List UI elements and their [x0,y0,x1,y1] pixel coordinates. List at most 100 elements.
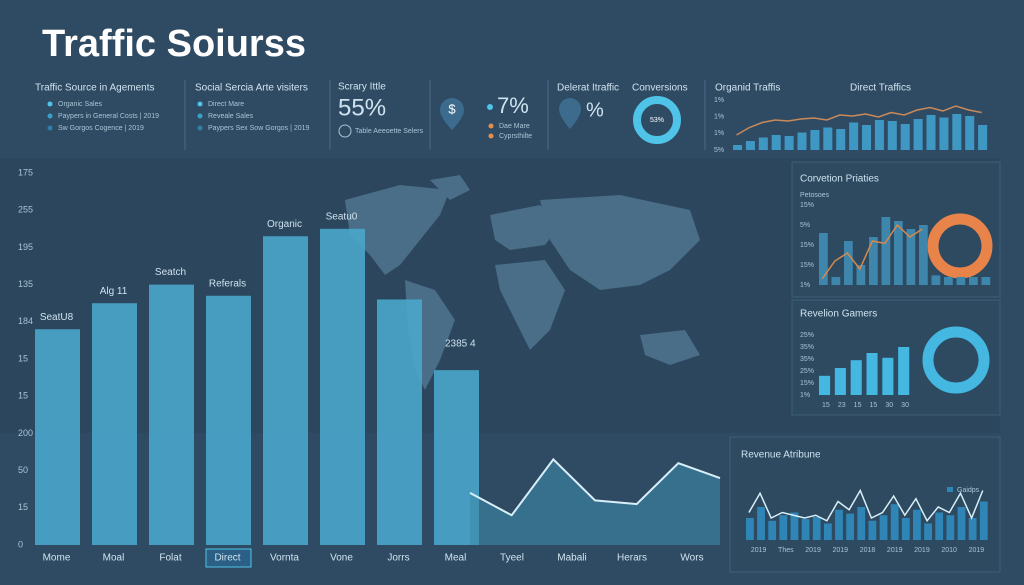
bar-label: SeatU8 [40,312,74,323]
bar [92,303,137,545]
y-axis-label: 1% [800,392,810,399]
mini-bar [797,132,807,150]
mini-bar [931,275,941,285]
x-tick-label: Direct [214,553,240,564]
mini-bar [819,375,831,395]
mini-bar [913,509,921,540]
x-tick-label: Herars [617,553,647,564]
panel-title: Revelion Gamers [800,309,877,320]
bar [35,329,80,545]
mini-bar [857,507,866,540]
mini-bar [856,265,866,285]
y-axis-label: 25% [800,368,814,375]
y-axis-label: 184 [18,316,33,326]
kpi-title: Scrary Ittle [338,82,386,93]
y-axis-label: 15 [18,502,28,512]
mini-bar [850,360,862,395]
x-tick-label: Jorrs [387,553,409,564]
mini-bar [874,120,884,150]
mini-bar [745,141,755,150]
trend-line [469,457,721,517]
mini-bar [879,515,888,540]
donut-label: 53% [650,117,664,124]
kpi-value: 55% [338,94,386,121]
mini-bar [836,129,846,150]
mini-bar [978,125,988,150]
y-axis-label: 1% [714,114,724,121]
mini-line [821,223,923,280]
y-axis-label: 50 [18,465,28,475]
y-axis-label: 175 [18,167,33,177]
mini-bar [844,241,853,285]
x-tick-label: Mome [43,553,71,564]
bar-label: Seatch [155,267,186,278]
item-dot [197,113,203,119]
x-tick-label: Mabali [557,553,586,564]
mini-bar [812,516,821,540]
mini-bar [771,135,781,150]
mini-bar [906,229,916,285]
pin-icon [559,98,581,129]
mini-bar [965,116,975,150]
y-axis-label: 1% [714,97,724,104]
mini-bar [768,520,777,540]
item-label: Paypers in General Costs | 2019 [58,113,159,120]
mini-bar [919,225,928,285]
y-axis-label: 15% [800,202,814,209]
y-axis-label: 1% [800,282,810,289]
y-axis-label: 1% [714,130,724,137]
legend-swatch [947,487,953,492]
mini-bar [981,277,991,285]
page-title: Traffic Soiurss [42,23,306,65]
bar [263,236,308,546]
mini-line [736,105,982,136]
kpi-title: Conversions [632,83,688,94]
x-tick-label: Folat [159,553,181,564]
kpi-title: Social Sercia Arte visiters [195,83,308,94]
bar-label: Organic [267,219,302,230]
item-dot [47,113,53,119]
y-axis-label: 5% [800,222,810,229]
item-dot [47,125,53,131]
bar [149,284,194,545]
y-axis-label: 15% [800,380,814,387]
side-panel [791,299,1001,416]
selected-box [205,548,252,568]
item-label: Dae Mare [499,123,530,130]
x-tick-label: 2019 [805,547,821,554]
mini-bar [894,221,903,285]
y-axis-label: 25% [800,332,814,339]
kpi-value: % [586,99,604,121]
y-axis-label: 15 [18,353,28,363]
panel-title: Corvetion Priaties [800,174,879,185]
kpi-value: 7% [497,93,529,118]
bar-label: Alg 11 [100,286,128,297]
item-label: Organic Sales [58,101,102,108]
mini-bar [968,518,977,540]
kpi-note: Table Aeeoette Selers [355,128,424,135]
mini-bar [746,518,754,540]
item-label: Reveale Sales [208,113,254,120]
item-label: Cyprsthilte [499,133,532,140]
mini-bar [946,515,955,540]
mini-bar [784,136,794,150]
y-axis-label: 195 [18,242,33,252]
y-axis-label: 15% [800,262,814,269]
y-axis-label: 35% [800,356,814,363]
item-dot [197,125,203,131]
bar-label: Seatu0 [326,211,358,222]
item-label: Paypers Sex Sow Gorgos | 2019 [208,125,310,132]
mini-bar [939,117,949,150]
donut [633,96,681,144]
y-axis-label: 0 [18,539,23,549]
trend-area [470,459,720,545]
mini-bar [944,277,953,285]
mini-bar [926,115,936,150]
mini-bar [779,515,788,540]
separators [184,80,706,150]
x-tick-label: 15 [854,402,862,409]
mini-bar [957,507,966,540]
x-tick-label: 2019 [832,547,848,554]
